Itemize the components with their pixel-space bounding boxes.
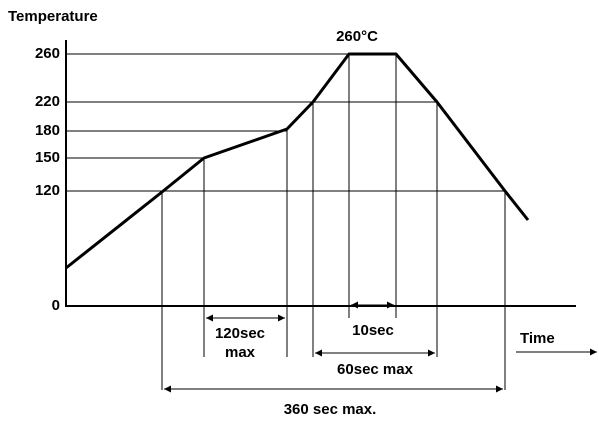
- y-tick: 0: [52, 297, 60, 314]
- dimension-label: 10sec: [352, 322, 394, 339]
- dimension-label: 360 sec max.: [284, 401, 377, 418]
- x-axis-label: Time: [520, 330, 555, 347]
- guides: [66, 53, 506, 390]
- y-tick: 260: [35, 45, 60, 62]
- dimension-label: 60sec max: [337, 361, 414, 378]
- profile-curve: [65, 52, 530, 270]
- dimension-label: max: [225, 344, 256, 361]
- y-tick: 120: [35, 182, 60, 199]
- y-tick: 220: [35, 93, 60, 110]
- dimension-label: 120sec: [215, 325, 265, 342]
- y-axis-label: Temperature: [8, 8, 98, 25]
- y-ticks: 260 220 180 150 120 0: [35, 45, 60, 314]
- y-tick: 150: [35, 149, 60, 166]
- peak-label: 260°C: [336, 28, 378, 45]
- y-tick: 180: [35, 122, 60, 139]
